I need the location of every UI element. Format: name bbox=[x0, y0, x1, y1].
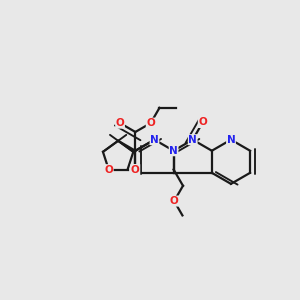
Text: O: O bbox=[146, 118, 155, 128]
Text: N: N bbox=[188, 135, 197, 145]
Text: N: N bbox=[150, 135, 159, 145]
Text: N: N bbox=[169, 146, 178, 156]
Text: O: O bbox=[131, 164, 140, 175]
Text: O: O bbox=[198, 118, 207, 128]
Text: O: O bbox=[104, 165, 113, 175]
Text: O: O bbox=[170, 196, 178, 206]
Text: O: O bbox=[116, 118, 124, 128]
Text: N: N bbox=[226, 135, 235, 145]
